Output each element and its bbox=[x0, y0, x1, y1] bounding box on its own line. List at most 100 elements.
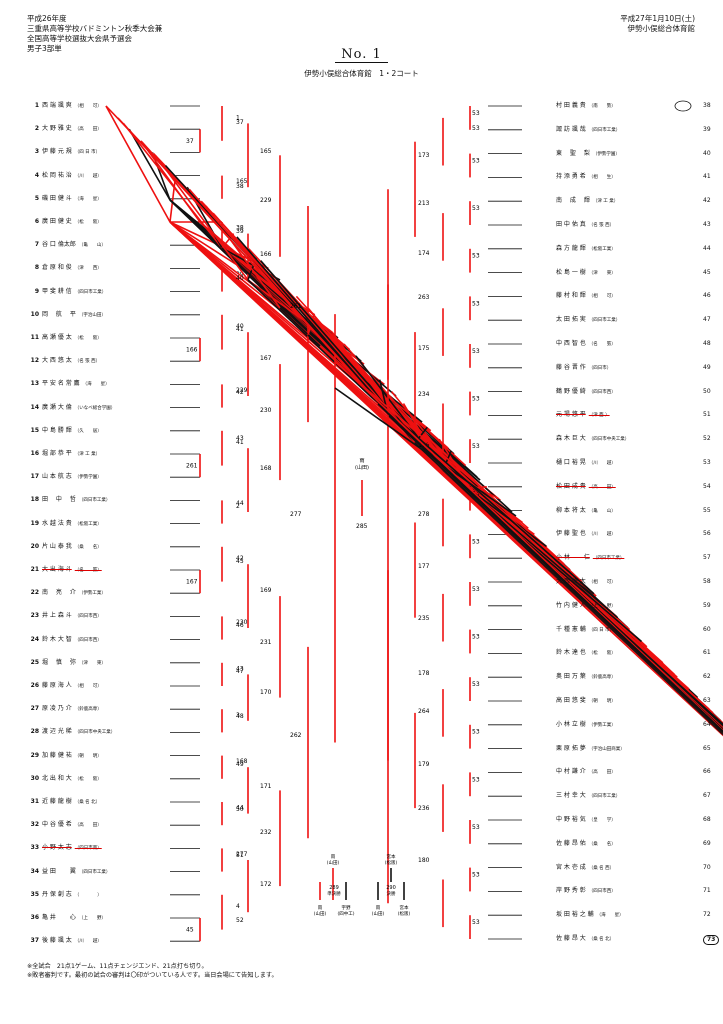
match-number: 46 bbox=[236, 622, 244, 629]
player-seed-number: 26 bbox=[30, 682, 39, 689]
player-seed-number: 49 bbox=[703, 363, 711, 371]
match-number: 53 bbox=[472, 158, 480, 165]
match-number: 43 bbox=[236, 665, 244, 672]
playoff-player-school: (山田) bbox=[314, 910, 327, 917]
player-entry: 18 田 中 哲（四日市工業） bbox=[27, 496, 111, 505]
player-name: 北 出 和 大 bbox=[42, 774, 72, 782]
match-number: 230 bbox=[236, 619, 248, 626]
bracket-connector bbox=[169, 199, 723, 732]
player-school: （高 田） bbox=[74, 127, 102, 133]
player-name: 三 村 幸 大 bbox=[556, 792, 586, 800]
player-entry: 32 中 谷 優 希（高 田） bbox=[27, 821, 102, 830]
match-number: 261 bbox=[186, 463, 198, 470]
player-school: （桑 名 西） bbox=[588, 865, 615, 871]
match-number: 262 bbox=[290, 732, 302, 739]
player-name: 中 島 勝 輝 bbox=[42, 426, 72, 434]
player-entry: 小 林 仁（四日市工業） 57 bbox=[553, 554, 711, 563]
player-seed-number: 16 bbox=[30, 450, 39, 457]
footnotes: ※全試合 21点1ゲーム、11点チェンジエンド、21点打ち切り。 ※敗者審判です… bbox=[27, 962, 278, 980]
match-number: 277 bbox=[236, 851, 248, 858]
match-number: 166 bbox=[186, 347, 198, 354]
header-qualifier: 全国高等学校選抜大会県予選会 bbox=[27, 34, 132, 43]
bracket-connector bbox=[169, 175, 177, 223]
bracket-connector bbox=[469, 487, 535, 536]
match-number: 45 bbox=[186, 927, 194, 934]
player-entry: 東 聖 梨（伊勢学園） 40 bbox=[553, 150, 711, 159]
match-number: 53 bbox=[472, 300, 480, 307]
player-school: （松 阪） bbox=[74, 336, 102, 341]
bracket-connector bbox=[334, 387, 517, 517]
player-seed-number: 68 bbox=[703, 816, 711, 823]
bracket-connector bbox=[319, 345, 723, 732]
player-school: （上 野） bbox=[78, 916, 106, 921]
match-number: 51 bbox=[236, 852, 244, 859]
player-school: （津 工 業） bbox=[74, 452, 101, 457]
match-number: 174 bbox=[418, 250, 430, 257]
bracket-connector bbox=[247, 279, 723, 733]
match-number: 2 bbox=[236, 503, 240, 510]
player-seed-number: 30 bbox=[30, 774, 39, 782]
player-name: 南 亮 介 bbox=[42, 589, 76, 597]
player-school: （川 越） bbox=[588, 461, 616, 466]
player-entry: 諏 訪 颯 哉（四日市工業） 39 bbox=[553, 126, 711, 135]
player-seed-number: 29 bbox=[30, 751, 39, 759]
player-entry: 12 大 西 悠 太（名 張 西） bbox=[27, 357, 100, 366]
match-number: 49 bbox=[236, 761, 244, 768]
player-name: 廣 瀬 大 倫 bbox=[42, 403, 72, 411]
player-seed-number: 36 bbox=[30, 914, 39, 921]
match-number: 166 bbox=[260, 251, 272, 258]
bracket-connector bbox=[169, 221, 723, 737]
player-seed-number: 11 bbox=[30, 334, 39, 341]
player-entry: 田 中 佑 真（名 張 西） 43 bbox=[553, 221, 711, 230]
match-number: 53 bbox=[472, 681, 480, 688]
player-seed-number: 59 bbox=[703, 601, 711, 609]
player-name: 廣 田 健 史 bbox=[42, 218, 72, 225]
player-school: （四日市西） bbox=[74, 637, 102, 643]
match-number: 178 bbox=[418, 670, 430, 677]
player-entry: 太 田 拓 実（四日市工業） 47 bbox=[553, 316, 711, 325]
player-name: 亀 井 心 bbox=[42, 914, 76, 921]
player-school: （亀 山） bbox=[78, 243, 106, 249]
player-seed-number: 72 bbox=[703, 911, 711, 919]
player-school: （いなべ総合学園） bbox=[74, 405, 116, 411]
player-entry: 28 渡 辺 光 稀（四日市中央工業） bbox=[27, 728, 116, 737]
match-number: 168 bbox=[236, 758, 248, 765]
footnote-umpire: ※敗者審判です。最初の試合の審判は〇印がついている人です。当日会場にて告知します… bbox=[27, 972, 278, 979]
player-entry: 奥 田 万 葉（鈴鹿高専） 62 bbox=[553, 673, 711, 682]
player-seed-number: 42 bbox=[703, 197, 711, 205]
player-entry: 三 村 幸 大（四日市工業） 67 bbox=[553, 792, 711, 801]
header-right: 平成27年1月10日(土) 伊勢小俣総合体育館 bbox=[620, 14, 695, 34]
match-number: 48 bbox=[236, 713, 244, 720]
header-venue: 伊勢小俣総合体育館 bbox=[627, 24, 696, 33]
bracket-connector bbox=[169, 221, 723, 727]
player-entry: 16 堀 部 恭 平（津 工 業） bbox=[27, 450, 100, 459]
match-number: 53 bbox=[472, 110, 480, 117]
player-name: 佐 藤 昂 佑 bbox=[556, 839, 586, 847]
player-entry: 中 野 裕 気（皇 学） 68 bbox=[553, 816, 711, 825]
player-school: （ ） bbox=[74, 892, 102, 898]
player-entry: 34 益 田 翼（四日市工業） bbox=[27, 868, 111, 877]
player-entry: 佐 藤 昂 佑（桑 名） 69 bbox=[553, 839, 711, 849]
player-name: 栗 原 拓 夢 bbox=[556, 744, 586, 752]
match-number: 263 bbox=[418, 294, 430, 301]
match-number: 179 bbox=[418, 761, 430, 768]
header-tournament: 三重県高等学校バドミントン秋季大会兼 bbox=[27, 24, 163, 33]
player-seed-number: 37 bbox=[30, 937, 39, 945]
bracket-connector bbox=[188, 188, 389, 416]
player-seed-number: 21 bbox=[30, 566, 39, 573]
player-school: （四日市工業） bbox=[592, 556, 625, 562]
match-number: 52 bbox=[236, 917, 244, 924]
player-seed-number: 10 bbox=[30, 310, 39, 318]
match-number: 53 bbox=[472, 634, 480, 641]
player-entry: 栗 原 拓 夢（宇治山田商業） 65 bbox=[553, 744, 711, 754]
match-number: 165 bbox=[260, 148, 272, 155]
player-school: （伊勢学園） bbox=[592, 151, 620, 157]
player-entry: 伊 藤 聖 也（川 越） 56 bbox=[553, 530, 711, 539]
player-entry: 鶴 野 優 綺（四日市西） 50 bbox=[553, 388, 711, 397]
player-entry: 坂 田 裕 之 輔（海 星） 72 bbox=[553, 911, 711, 920]
player-school: （上 野） bbox=[588, 603, 616, 609]
player-school: （相 可） bbox=[74, 104, 102, 109]
